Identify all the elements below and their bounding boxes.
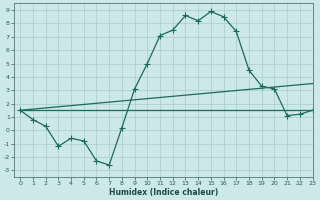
X-axis label: Humidex (Indice chaleur): Humidex (Indice chaleur) xyxy=(108,188,218,197)
